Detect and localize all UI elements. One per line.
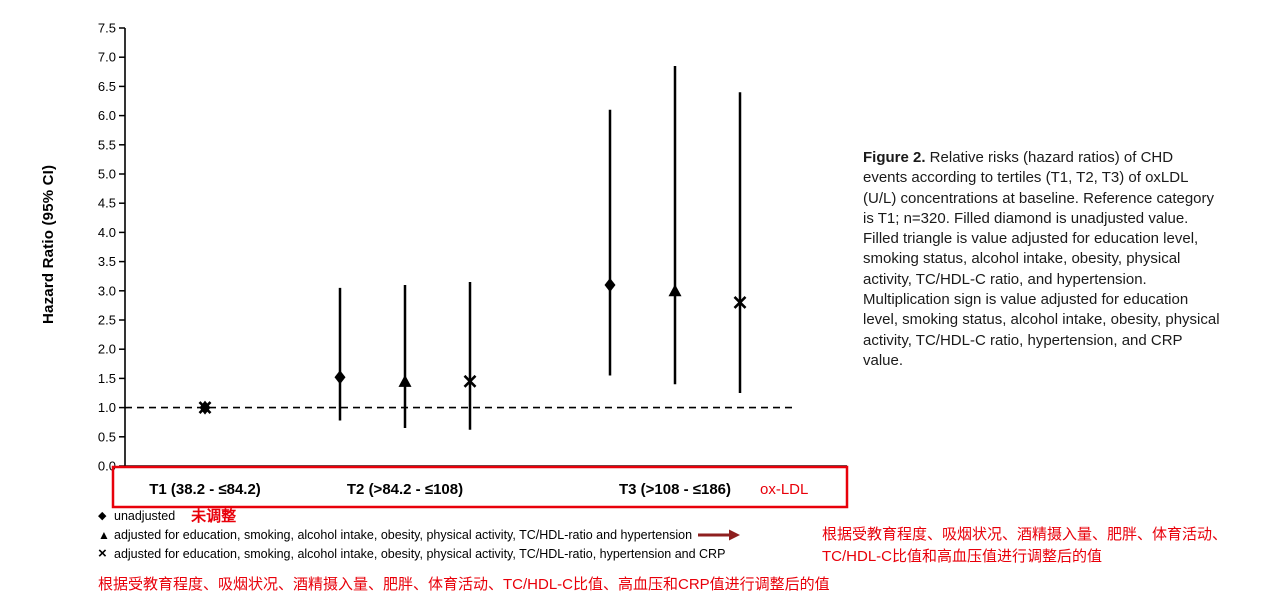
y-tick-label: 2.0 bbox=[98, 342, 116, 357]
figure-caption-body: Relative risks (hazard ratios) of CHD ev… bbox=[863, 149, 1220, 369]
y-tick-label: 3.5 bbox=[98, 254, 116, 269]
y-tick-label: 7.5 bbox=[98, 21, 116, 36]
y-tick-label: 7.0 bbox=[98, 50, 116, 65]
figure-caption: Figure 2. Relative risks (hazard ratios)… bbox=[863, 148, 1221, 371]
y-tick-label: 3.0 bbox=[98, 283, 116, 298]
x-marker bbox=[463, 374, 477, 388]
y-tick-label: 1.5 bbox=[98, 371, 116, 386]
triangle-marker bbox=[668, 284, 682, 297]
y-tick-label: 6.0 bbox=[98, 108, 116, 123]
y-tick-label: 0.0 bbox=[98, 459, 116, 474]
chart-legend: ◆ unadjusted 未调整 ▲ adjusted for educatio… bbox=[98, 506, 888, 594]
legend-item-unadjusted: ◆ unadjusted 未调整 bbox=[98, 506, 888, 525]
multiplication-icon: × bbox=[98, 545, 107, 562]
annotation-adjusted-cn-line1: 根据受教育程度、吸烟状况、酒精摄入量、肥胖、体育活动、 bbox=[822, 526, 1228, 543]
legend-label-adjusted-crp: adjusted for education, smoking, alcohol… bbox=[114, 546, 726, 561]
y-tick-label: 1.0 bbox=[98, 400, 116, 415]
annotation-adjusted-cn: 根据受教育程度、吸烟状况、酒精摄入量、肥胖、体育活动、 TC/HDL-C比值和高… bbox=[822, 524, 1227, 568]
hazard-ratio-forest-chart: 0.0 0.5 1.0 1.5 2.0 2.5 3.0 3.5 4.0 4.5 5.0 5.5 6.0 6… bbox=[98, 21, 849, 509]
legend-label-adjusted: adjusted for education, smoking, alcohol… bbox=[114, 527, 693, 542]
y-tick-label: 5.0 bbox=[98, 167, 116, 182]
y-tick-label: 0.5 bbox=[98, 429, 116, 444]
y-tick-label: 5.5 bbox=[98, 137, 116, 152]
legend-label-unadjusted: unadjusted bbox=[114, 508, 176, 523]
annotation-adjusted-crp-cn: 根据受教育程度、吸烟状况、酒精摄入量、肥胖、体育活动、TC/HDL-C比值、高血… bbox=[98, 576, 830, 593]
triangle-icon: ▲ bbox=[98, 527, 110, 542]
y-tick-label: 4.5 bbox=[98, 196, 116, 211]
annotation-adjusted-cn-line2: TC/HDL-C比值和高血压值进行调整后的值 bbox=[822, 548, 1102, 565]
figure-caption-label: Figure 2. bbox=[863, 149, 926, 166]
diamond-icon: ◆ bbox=[98, 510, 107, 522]
x-group-label: T2 (>84.2 - ≤108) bbox=[347, 481, 463, 498]
arrow-right-icon bbox=[698, 529, 741, 540]
annotation-unadjusted-cn: 未调整 bbox=[191, 508, 237, 525]
y-tick-label: 6.5 bbox=[98, 79, 116, 94]
x-axis-box bbox=[111, 465, 849, 509]
x-marker bbox=[733, 296, 747, 309]
x-group-label: T3 (>108 - ≤186) bbox=[619, 481, 731, 498]
x-marker bbox=[198, 401, 212, 415]
diamond-marker bbox=[334, 370, 346, 385]
y-tick-label: 2.5 bbox=[98, 313, 116, 328]
x-group-label: T1 (38.2 - ≤84.2) bbox=[149, 481, 261, 498]
diamond-marker bbox=[604, 277, 616, 292]
y-axis-label: Hazard Ratio (95% CI) bbox=[40, 164, 57, 325]
legend-item-adjusted: ▲ adjusted for education, smoking, alcoh… bbox=[98, 525, 888, 544]
triangle-marker bbox=[398, 374, 412, 387]
y-tick-label: 4.0 bbox=[98, 225, 116, 240]
legend-item-adjusted-crp: × adjusted for education, smoking, alcoh… bbox=[98, 544, 888, 563]
x-axis-unit-label: ox-LDL bbox=[760, 481, 808, 498]
